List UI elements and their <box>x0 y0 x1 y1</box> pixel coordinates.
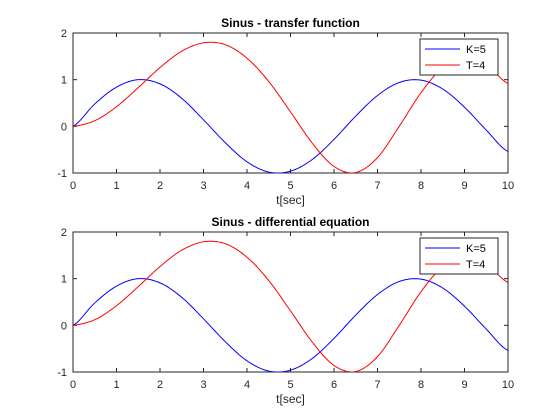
x-tick-label: 5 <box>287 180 293 192</box>
x-tick-label: 5 <box>287 379 293 391</box>
x-axis-label: t[sec] <box>276 392 305 406</box>
x-tick-label: 0 <box>70 180 76 192</box>
legend-label: K=5 <box>466 243 486 255</box>
legend: K=5T=4 <box>419 38 499 76</box>
x-axis-label: t[sec] <box>276 193 305 207</box>
legend-box <box>419 237 499 275</box>
x-tick-label: 1 <box>113 180 119 192</box>
x-tick-label: 10 <box>502 379 514 391</box>
x-tick-label: 2 <box>157 180 163 192</box>
x-tick-label: 9 <box>461 180 467 192</box>
x-tick-label: 8 <box>418 379 424 391</box>
legend: K=5T=4 <box>419 237 499 275</box>
y-tick-label: 2 <box>61 28 67 40</box>
x-tick-label: 6 <box>331 180 337 192</box>
legend-label: K=5 <box>466 44 486 56</box>
y-tick-label: -1 <box>57 367 67 379</box>
legend-box <box>419 38 499 76</box>
y-tick-label: -1 <box>57 168 67 180</box>
chart-title: Sinus - transfer function <box>221 16 360 30</box>
x-tick-label: 0 <box>70 379 76 391</box>
x-tick-label: 9 <box>461 379 467 391</box>
x-tick-label: 4 <box>244 379 250 391</box>
x-tick-label: 1 <box>113 379 119 391</box>
y-tick-label: 1 <box>61 274 67 286</box>
series-line-1 <box>73 79 508 173</box>
x-tick-label: 2 <box>157 379 163 391</box>
x-tick-label: 4 <box>244 180 250 192</box>
x-tick-label: 6 <box>331 379 337 391</box>
x-tick-label: 7 <box>374 180 380 192</box>
y-tick-label: 2 <box>61 227 67 239</box>
y-tick-label: 1 <box>61 75 67 87</box>
chart-title: Sinus - differential equation <box>211 215 369 229</box>
x-tick-label: 10 <box>502 180 514 192</box>
x-tick-label: 3 <box>200 379 206 391</box>
x-tick-label: 3 <box>200 180 206 192</box>
x-tick-label: 8 <box>418 180 424 192</box>
series-line-1 <box>73 278 508 372</box>
legend-label: T=4 <box>466 259 485 271</box>
y-tick-label: 0 <box>61 121 67 133</box>
x-tick-label: 7 <box>374 379 380 391</box>
y-tick-label: 0 <box>61 320 67 332</box>
legend-label: T=4 <box>466 60 485 72</box>
